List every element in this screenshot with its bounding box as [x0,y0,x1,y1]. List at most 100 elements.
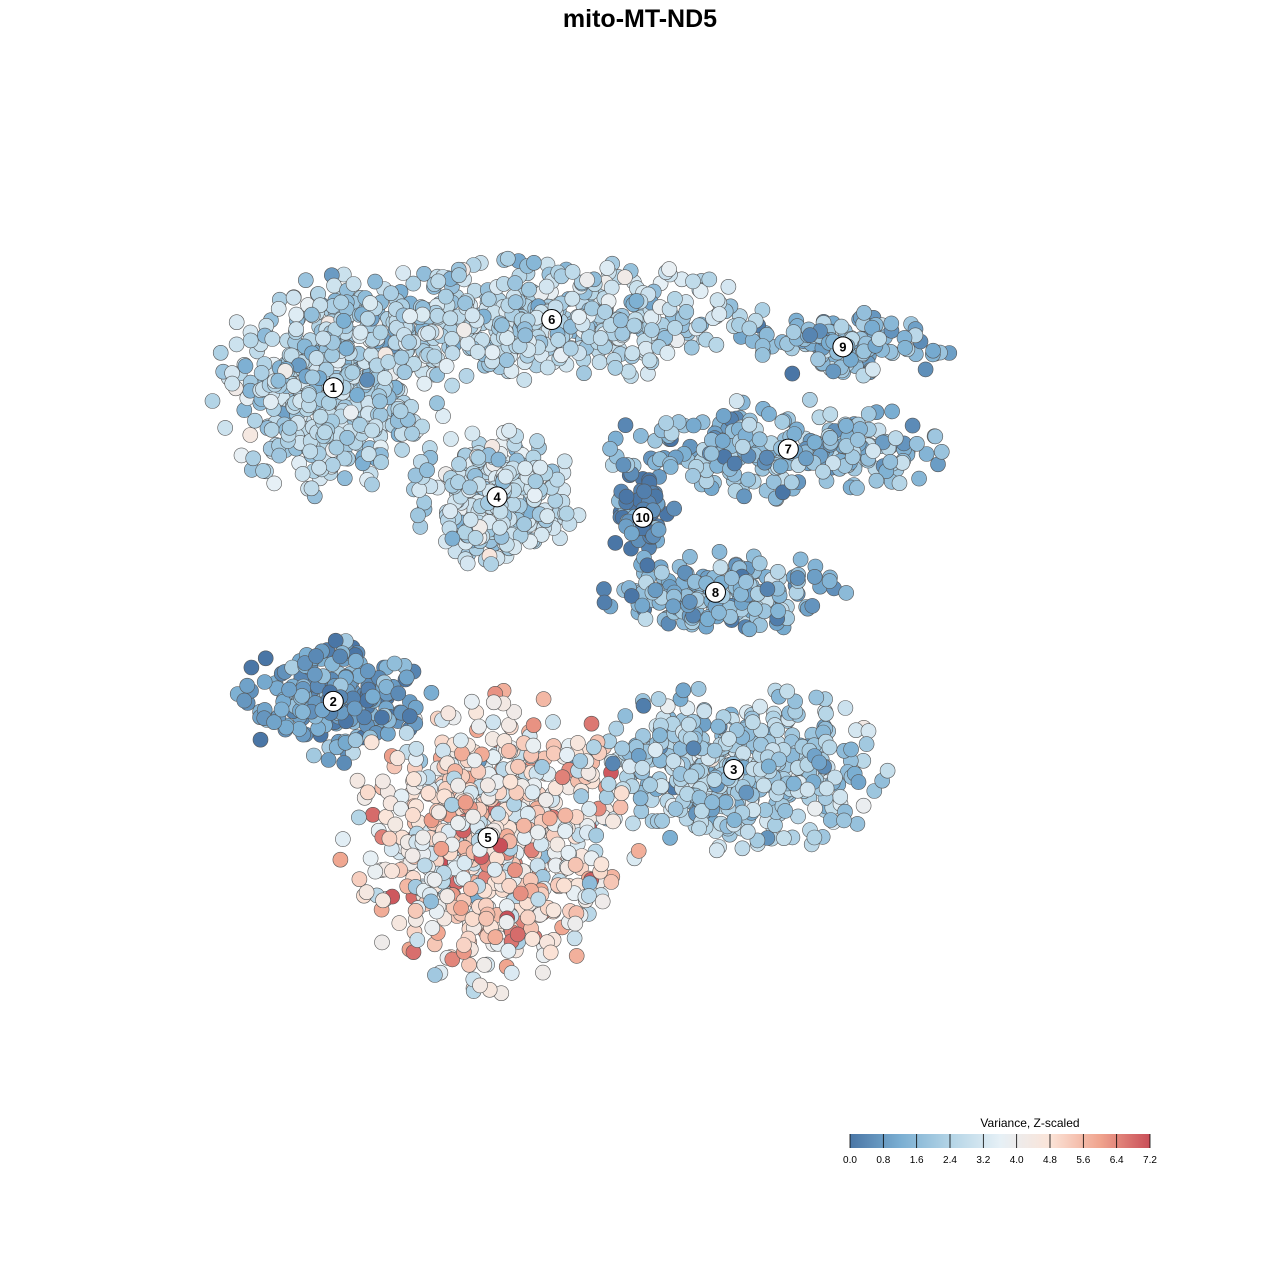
data-point [884,403,900,420]
data-point [822,406,839,423]
data-point [634,760,651,776]
data-point [685,417,702,434]
data-point [849,816,866,832]
data-point [444,345,461,362]
data-point [665,753,682,769]
data-point [541,810,558,827]
data-point [416,857,433,874]
data-point [516,372,533,388]
data-point [717,794,734,811]
data-point [573,788,590,805]
data-point [542,944,559,961]
chart-title: mito-MT-ND5 [563,5,717,33]
data-point [364,422,381,439]
data-point [285,289,302,306]
data-point [741,416,758,433]
cluster-label-10: 10 [632,506,654,528]
data-point [320,752,337,768]
data-point [521,281,537,298]
data-point [751,555,768,572]
data-point [437,288,454,305]
data-point [338,340,355,357]
data-point [439,888,456,905]
data-point [721,731,737,747]
data-point [815,463,831,480]
data-point [333,294,349,311]
data-point [754,347,771,363]
data-point [784,365,801,382]
data-point [821,573,838,589]
data-point [752,698,768,715]
data-point [549,836,566,853]
data-point [453,900,469,916]
data-point [457,295,474,312]
data-point [696,703,713,720]
cluster-label-text: 1 [330,380,337,395]
data-point [850,432,866,448]
data-point [360,446,377,462]
data-point [603,279,620,296]
data-point [487,929,504,946]
data-point [270,300,287,317]
data-point [426,871,443,888]
data-point [242,332,259,349]
data-point [451,267,467,284]
data-point [332,648,349,665]
data-point [204,393,221,409]
data-point [308,350,325,366]
data-point [438,358,455,374]
data-point [636,483,653,500]
data-point [291,721,308,737]
data-point [615,457,632,473]
data-point [359,372,376,388]
data-point [264,331,281,347]
data-point [662,829,678,846]
data-point [576,365,592,382]
data-point [683,339,700,356]
data-point [479,777,496,794]
data-point [564,290,581,307]
data-point [792,551,809,568]
data-point [658,415,674,431]
data-point [288,321,305,338]
data-point [490,805,507,822]
data-point [255,463,271,479]
data-point [720,278,737,295]
data-point [270,372,287,389]
data-point [879,762,896,779]
data-point [402,308,418,325]
data-point [507,294,524,311]
data-point [891,475,908,492]
data-point [734,438,751,455]
data-point [637,611,654,627]
data-point [480,291,497,308]
data-point [469,344,486,360]
data-point [703,445,720,462]
data-point [384,863,400,879]
data-point [804,598,821,614]
data-point [429,395,445,412]
data-point [456,855,473,871]
data-point [409,932,426,948]
data-point [257,650,274,667]
data-point [344,364,361,381]
cluster-label-badge [777,438,799,460]
data-point [242,427,259,443]
data-point [568,948,585,964]
data-point [825,363,842,380]
data-point [647,582,664,599]
data-point [807,800,823,817]
data-point [431,804,447,821]
data-point [704,794,721,811]
data-point [562,340,579,357]
data-point [538,792,554,808]
colorbar-tick-label: 0.8 [876,1155,890,1166]
data-point [864,319,880,336]
data-point [535,691,552,707]
data-point [239,677,255,694]
data-point [423,684,440,701]
data-point [464,425,481,442]
data-point [372,393,388,410]
data-point [723,570,740,586]
data-point [579,272,595,288]
